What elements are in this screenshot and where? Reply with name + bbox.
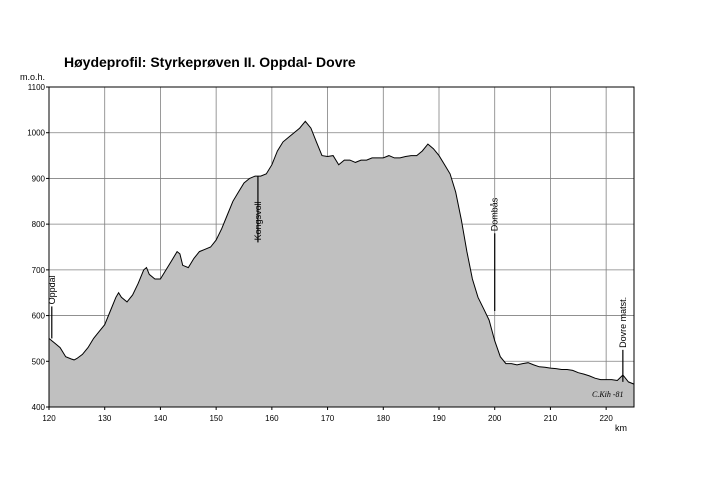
plot-frame xyxy=(48,86,635,408)
y-axis-ticks: 400 500 600 700 800 900 1000 1100 xyxy=(27,83,49,412)
x-tick-label: 130 xyxy=(98,414,112,423)
y-tick-label: 700 xyxy=(32,266,46,275)
x-tick-label: 150 xyxy=(209,414,223,423)
elevation-profile-line xyxy=(48,120,635,385)
x-tick-label: 140 xyxy=(154,414,168,423)
y-tick-label: 500 xyxy=(32,357,46,366)
place-label: Kongsvoll xyxy=(253,201,263,240)
x-axis-unit-label: km xyxy=(615,423,627,433)
author-signature: C.Kih -81 xyxy=(592,390,624,399)
place-label: Dombås xyxy=(490,197,500,231)
y-tick-label: 800 xyxy=(32,220,46,229)
x-tick-label: 190 xyxy=(432,414,446,423)
place-label: Oppdal xyxy=(47,275,57,304)
x-tick-label: 170 xyxy=(321,414,335,423)
x-tick-label: 180 xyxy=(377,414,391,423)
chart-title: Høydeprofil: Styrkeprøven II. Oppdal- Do… xyxy=(64,54,356,70)
y-tick-label: 1000 xyxy=(27,129,45,138)
x-tick-label: 160 xyxy=(265,414,279,423)
elevation-profile-area xyxy=(49,121,634,408)
x-tick-label: 200 xyxy=(488,414,502,423)
x-axis-ticks: 120 130 140 150 160 170 180 190 200 210 220 xyxy=(42,407,613,423)
place-annotations: Oppdal Kongsvoll Dombås Dovre matst. xyxy=(47,176,628,382)
x-tick-label: 120 xyxy=(42,414,56,423)
y-tick-label: 400 xyxy=(32,403,46,412)
y-tick-label: 900 xyxy=(32,174,46,183)
x-tick-label: 210 xyxy=(544,414,558,423)
y-tick-label: 600 xyxy=(32,312,46,321)
y-tick-label: 1100 xyxy=(28,83,46,92)
place-label: Dovre matst. xyxy=(618,297,628,348)
y-axis-unit-label: m.o.h. xyxy=(20,72,45,82)
x-tick-label: 220 xyxy=(599,414,613,423)
